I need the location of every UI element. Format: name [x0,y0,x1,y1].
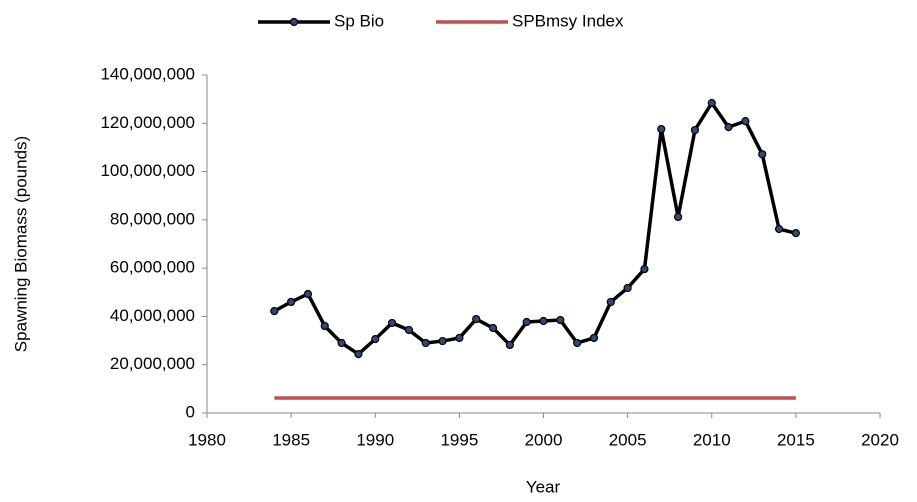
point [539,316,548,326]
point [640,265,649,274]
point [438,336,447,346]
point [707,98,716,108]
point [371,335,380,344]
point [455,333,464,343]
point [556,315,565,325]
x-tick-label: 2015 [777,430,815,449]
point [791,229,800,238]
point [673,212,683,222]
y-tick-label: 60,000,000 [110,258,195,277]
y-tick-label: 100,000,000 [100,161,195,180]
y-tick-label: 40,000,000 [110,306,195,325]
point [472,314,481,324]
x-tick-label: 1985 [272,430,310,449]
y-axis-label: Spawning Biomass (pounds) [11,136,30,352]
point [589,333,599,343]
x-axis-label: Year [526,477,561,496]
y-tick-label: 140,000,000 [100,64,195,83]
point [320,321,329,331]
y-tick-label: 20,000,000 [110,354,195,373]
point [270,307,279,316]
x-tick-label: 1990 [356,430,394,449]
x-tick-label: 2020 [861,430,899,449]
point [421,338,430,348]
point [522,317,531,327]
y-tick-label: 120,000,000 [100,113,195,132]
point [387,318,397,328]
point [690,125,700,135]
point [488,323,498,333]
legend-label: SPBmsy Index [512,11,624,30]
point [741,117,750,126]
point [774,224,784,234]
y-tick-label: 80,000,000 [110,209,195,228]
x-tick-label: 1995 [440,430,478,449]
point [657,124,666,134]
point [404,325,413,335]
point [354,349,363,359]
point [337,338,346,348]
point [573,338,582,348]
legend-marker [289,17,299,27]
point [623,283,632,293]
point [287,297,296,307]
point [724,123,733,132]
point [505,340,514,350]
point [758,150,767,159]
legend-label: Sp Bio [334,11,384,30]
x-tick-label: 2010 [693,430,731,449]
x-tick-label: 1980 [188,430,226,449]
y-tick-label: 0 [186,402,195,421]
x-tick-label: 2000 [525,430,563,449]
point [303,289,313,299]
x-tick-label: 2005 [609,430,647,449]
point [606,297,615,307]
series-line [273,101,797,356]
